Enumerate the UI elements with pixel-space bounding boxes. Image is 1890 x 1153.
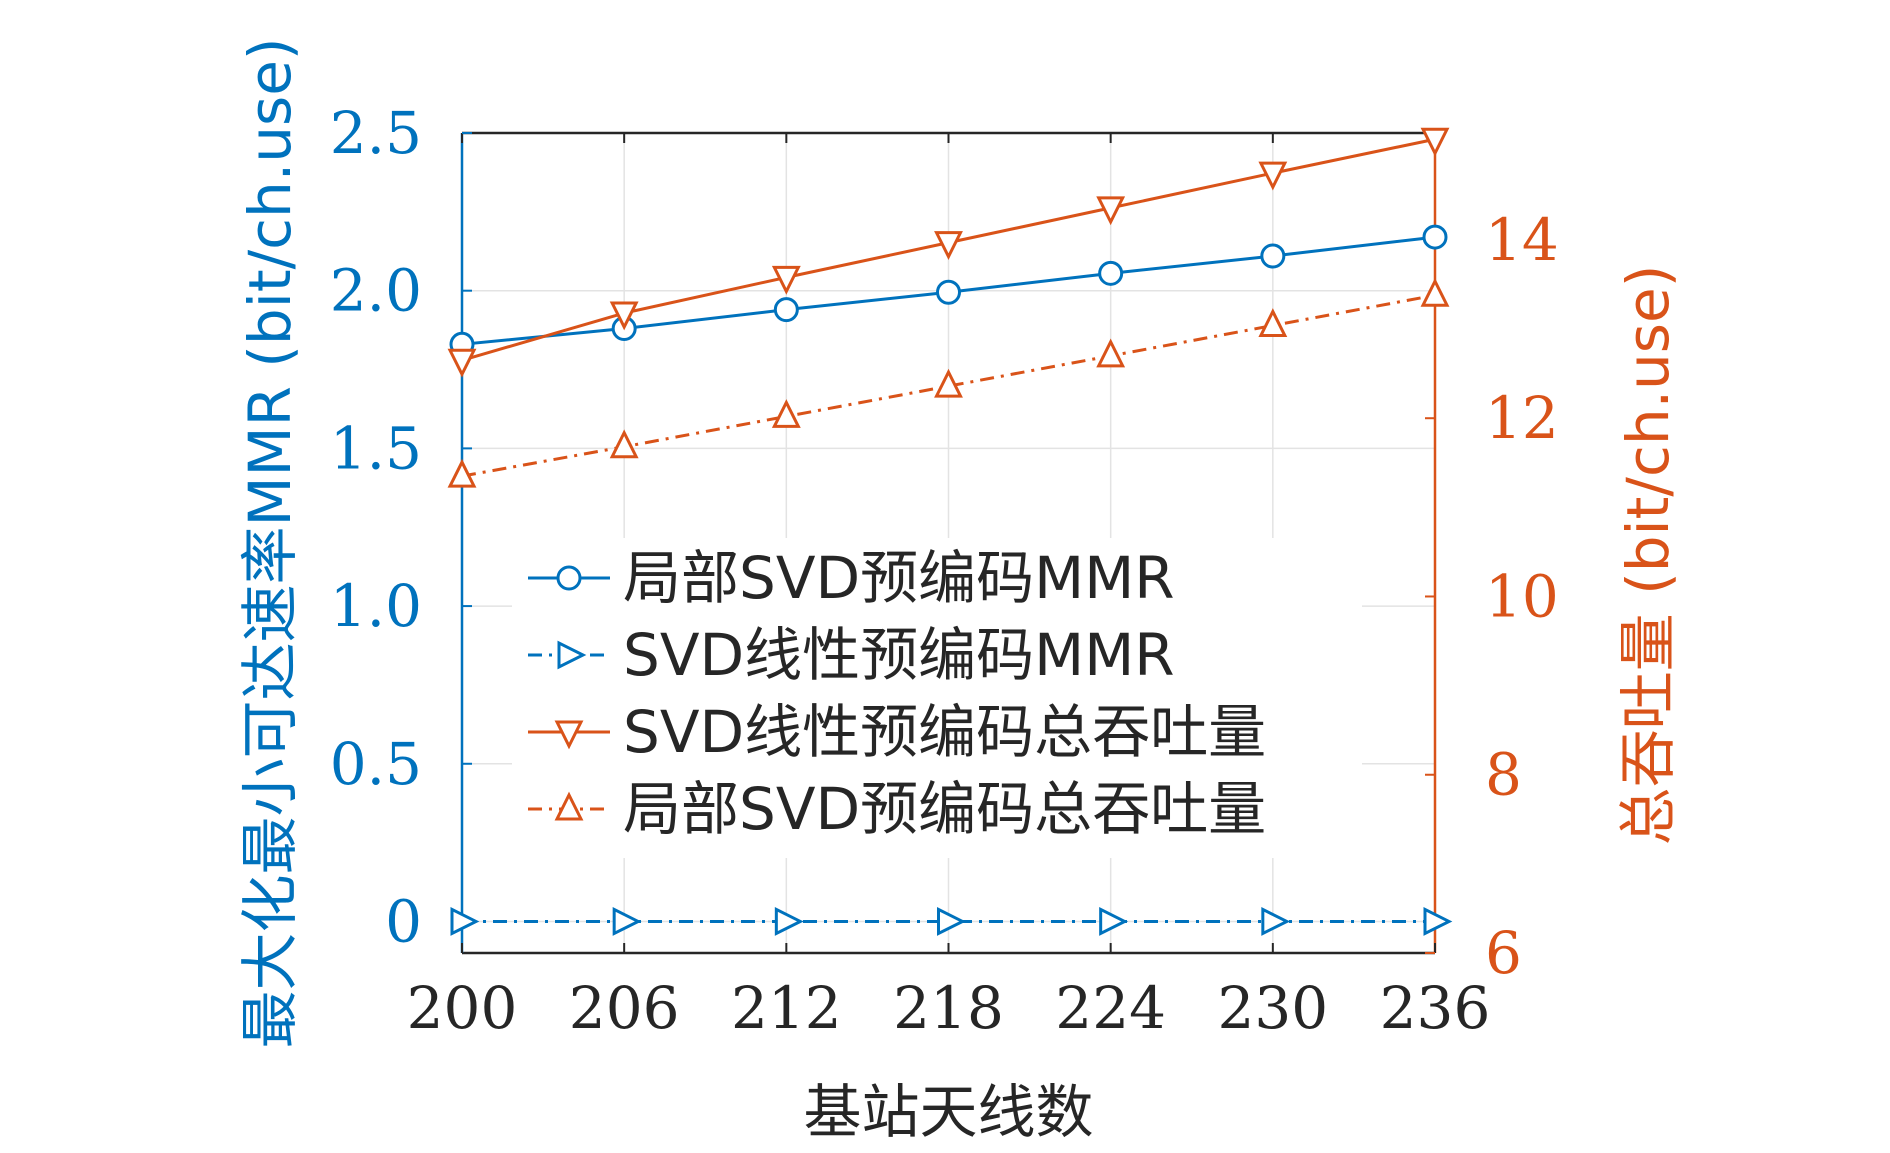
data-point <box>773 297 799 323</box>
series <box>447 127 1453 936</box>
left-y-tick-label: 1.5 <box>330 414 422 482</box>
legend-marker <box>554 791 584 821</box>
axes: 200 206 212 218 224 230 236 0 0.5 1.0 1.5 2.0 2.5 6 8 1… <box>330 99 1559 1042</box>
data-point <box>450 907 480 936</box>
left-y-tick-label: 2.5 <box>330 99 422 167</box>
data-point <box>1258 308 1288 338</box>
data-point <box>1099 907 1129 936</box>
data-point <box>1260 243 1286 269</box>
data-point <box>609 429 639 459</box>
left-y-tick-label: 0 <box>385 887 422 955</box>
data-point <box>447 348 477 378</box>
x-tick-label: 206 <box>569 974 680 1042</box>
legend-box <box>512 538 1362 858</box>
data-point <box>609 301 639 331</box>
legend-item: SVD线性预编码MMR <box>528 621 1175 689</box>
x-tick-label: 230 <box>1217 974 1328 1042</box>
data-point <box>612 907 642 936</box>
data-point <box>1261 907 1291 936</box>
data-point <box>1420 127 1450 157</box>
data-point <box>1096 338 1126 368</box>
data-point <box>1422 224 1448 250</box>
left-y-axis-title: 最大化最小可达速率MMR (bit/ch.use) <box>236 37 304 1048</box>
right-y-tick-label: 12 <box>1485 384 1559 452</box>
x-axis-title: 基站天线数 <box>803 1078 1093 1146</box>
right-y-tick-label: 6 <box>1485 919 1522 987</box>
x-tick-label: 236 <box>1380 974 1491 1042</box>
right-y-tick-label: 10 <box>1485 562 1559 630</box>
legend-label: 局部SVD预编码MMR <box>623 544 1175 612</box>
series-2 <box>450 907 1453 936</box>
data-point <box>936 279 961 305</box>
axis-labels: 基站天线数 最大化最小可达速率MMR (bit/ch.use) 总吞吐量 (bit/… <box>236 37 1682 1146</box>
legend-item: 局部SVD预编码MMR <box>528 544 1175 612</box>
left-y-tick-label: 1.0 <box>330 572 422 640</box>
legend-label: SVD线性预编码总吞吐量 <box>623 698 1266 766</box>
legend-item: SVD线性预编码总吞吐量 <box>528 698 1266 766</box>
data-point <box>934 368 963 398</box>
right-y-tick-label: 14 <box>1485 206 1559 274</box>
legend: 局部SVD预编码MMR SVD线性预编码MMR SVD线性预编码总吞吐量局部SVD预… <box>512 538 1362 858</box>
legend-marker <box>554 720 584 750</box>
series-3 <box>447 127 1450 378</box>
legend-label: 局部SVD预编码总吞吐量 <box>623 775 1266 843</box>
data-point <box>1098 260 1124 286</box>
legend-item: 局部SVD预编码总吞吐量 <box>528 775 1266 843</box>
legend-label: SVD线性预编码MMR <box>623 621 1175 689</box>
data-point <box>771 399 801 428</box>
x-tick-label: 218 <box>893 974 1004 1042</box>
right-y-axis-title: 总吞吐量 (bit/ch.use) <box>1614 265 1682 846</box>
data-point <box>934 231 963 260</box>
series-4 <box>447 277 1450 488</box>
left-y-tick-label: 0.5 <box>330 730 422 798</box>
data-point <box>447 458 477 488</box>
data-point <box>1420 277 1450 307</box>
data-point <box>774 907 804 936</box>
right-y-tick-label: 8 <box>1485 741 1522 809</box>
data-point <box>771 265 801 295</box>
data-point <box>937 907 966 936</box>
legend-marker <box>557 640 587 670</box>
x-tick-label: 224 <box>1055 974 1166 1042</box>
data-point <box>1423 907 1453 936</box>
data-point <box>1258 161 1288 191</box>
x-tick-label: 200 <box>407 974 518 1042</box>
left-y-tick-label: 2.0 <box>330 257 422 325</box>
data-point <box>1096 196 1126 226</box>
legend-marker <box>556 565 582 591</box>
x-tick-label: 212 <box>731 974 842 1042</box>
